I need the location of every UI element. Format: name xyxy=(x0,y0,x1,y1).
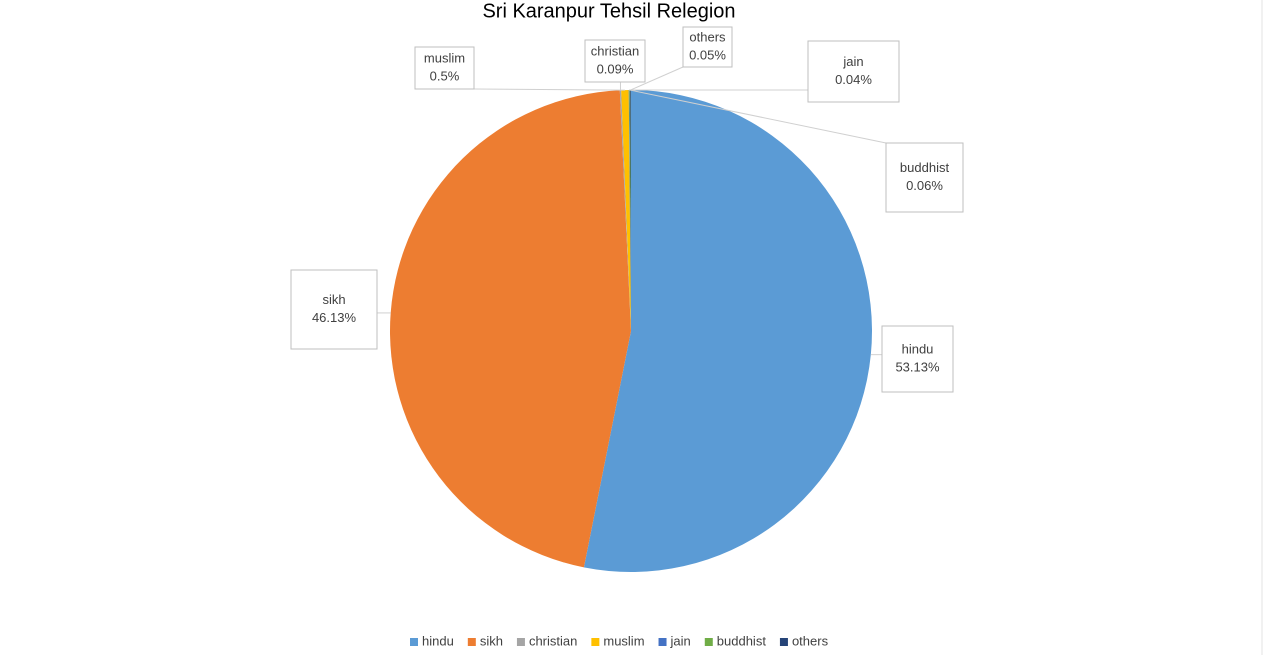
data-label: 0.06% xyxy=(906,178,943,193)
label-box xyxy=(584,39,646,83)
data-label-name: sikh xyxy=(322,292,345,307)
data-label-name: jain xyxy=(842,54,863,69)
leader-line xyxy=(473,88,625,91)
data-label-name: christian xyxy=(591,43,639,58)
pie-slice xyxy=(629,90,631,331)
label-box xyxy=(414,46,475,90)
label-box xyxy=(881,325,954,393)
legend-swatch xyxy=(591,638,600,646)
pie-slice xyxy=(621,90,631,331)
data-label: 0.05% xyxy=(689,47,726,62)
leader-line xyxy=(629,89,887,144)
pie-slice xyxy=(583,90,872,572)
legend-label: sikh xyxy=(480,633,503,648)
data-label: 46.13% xyxy=(312,310,357,325)
legend-swatch xyxy=(516,638,525,646)
legend-swatch xyxy=(658,638,667,646)
pie-slice xyxy=(628,90,631,331)
data-label-name: others xyxy=(689,29,726,44)
leader-line xyxy=(630,66,684,91)
label-box xyxy=(682,26,733,68)
legend-label: hindu xyxy=(422,633,454,648)
label-box xyxy=(885,142,964,213)
legend-swatch xyxy=(704,638,713,646)
legend-label: jain xyxy=(670,633,691,648)
pie-slice xyxy=(630,90,631,331)
pie-slice xyxy=(619,90,631,331)
legend-label: christian xyxy=(529,633,577,648)
data-label: 0.5% xyxy=(430,68,460,83)
data-label: 0.04% xyxy=(835,72,872,87)
chart-title: Sri Karanpur Tehsil Relegion xyxy=(482,0,735,22)
legend-label: muslim xyxy=(603,633,644,648)
pie-slice xyxy=(389,90,631,568)
legend-swatch xyxy=(467,638,476,646)
data-label-name: buddhist xyxy=(900,160,950,175)
data-label-name: hindu xyxy=(902,341,934,356)
legend-swatch xyxy=(410,638,418,646)
label-box xyxy=(807,40,900,103)
data-label: 0.09% xyxy=(597,61,634,76)
legend-swatch xyxy=(779,638,788,646)
legend-label: buddhist xyxy=(717,633,767,648)
data-label-name: muslim xyxy=(424,50,465,65)
label-box xyxy=(290,269,378,350)
legend-label: others xyxy=(792,633,829,648)
data-label: 53.13% xyxy=(895,359,940,374)
